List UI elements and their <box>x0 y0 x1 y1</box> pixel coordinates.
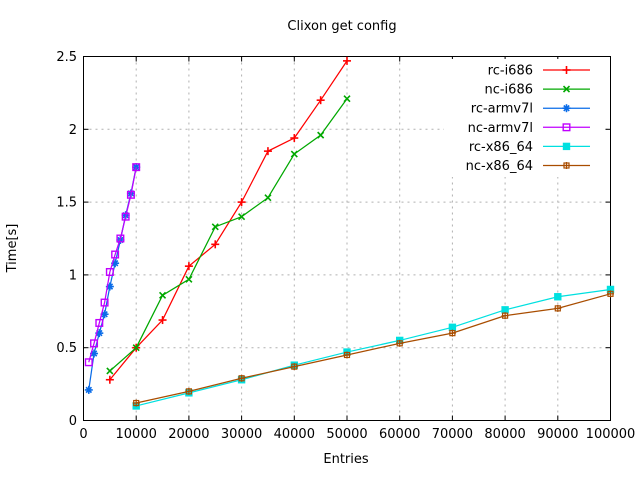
legend-background <box>444 59 602 177</box>
series-marker-nc-armv7l <box>116 234 125 243</box>
y-tick-label-1.5: 1.5 <box>56 196 77 211</box>
series-marker-nc-i686 <box>106 367 114 375</box>
x-tick-label-30000: 30000 <box>221 427 262 442</box>
x-tick-label-10000: 10000 <box>116 427 157 442</box>
series-marker-rc-x86_64 <box>501 306 509 314</box>
legend-label-nc-armv7l: nc-armv7l <box>468 121 533 136</box>
series-marker-nc-armv7l <box>121 212 130 221</box>
legend-label-rc-i686: rc-i686 <box>488 64 533 79</box>
x-tick-label-70000: 70000 <box>432 427 473 442</box>
series-marker-nc-i686 <box>211 223 219 231</box>
series-line-nc-x86_64 <box>136 293 611 404</box>
series-marker-nc-armv7l <box>132 163 141 172</box>
x-tick-label-50000: 50000 <box>326 427 367 442</box>
x-tick-label-60000: 60000 <box>379 427 420 442</box>
series-marker-nc-armv7l <box>105 267 114 276</box>
series-marker-rc-armv7l <box>96 329 103 337</box>
legend-sample-marker-rc-x86_64 <box>562 142 571 151</box>
series-marker-rc-x86_64 <box>606 285 615 294</box>
series-line-nc-armv7l <box>88 167 137 363</box>
series-marker-rc-armv7l <box>106 283 114 290</box>
x-axis-label: Entries <box>323 452 369 467</box>
legend-label-rc-armv7l: rc-armv7l <box>471 102 533 117</box>
series-marker-nc-armv7l <box>95 318 104 327</box>
series-marker-rc-armv7l <box>85 386 93 394</box>
chart-title: Clixon get config <box>287 19 396 34</box>
y-tick-label-2.5: 2.5 <box>56 50 77 65</box>
series-marker-nc-i686 <box>317 131 325 139</box>
y-axis-label: Time[s] <box>5 224 20 274</box>
series-marker-nc-i686 <box>158 291 167 299</box>
series-marker-rc-x86_64 <box>554 293 562 301</box>
x-tick-label-20000: 20000 <box>168 427 209 442</box>
series-marker-nc-armv7l <box>84 358 93 367</box>
plot-area: 0 10000 20000 30000 40000 50000 60000 70000 8000… <box>56 50 635 442</box>
series-marker-nc-i686 <box>238 213 246 221</box>
y-tick-label-0: 0 <box>69 414 77 429</box>
x-tick-label-90000: 90000 <box>537 427 578 442</box>
legend-label-nc-i686: nc-i686 <box>484 83 533 98</box>
series-marker-nc-i686 <box>290 150 298 158</box>
series-marker-nc-i686 <box>132 344 140 352</box>
legend-sample-marker-rc-armv7l <box>563 104 570 112</box>
series-line-rc-x86_64 <box>136 288 611 407</box>
x-tick-label-80000: 80000 <box>484 427 525 442</box>
legend-label-rc-x86_64: rc-x86_64 <box>469 140 533 155</box>
series-marker-nc-i686 <box>343 95 351 103</box>
x-tick-label-40000: 40000 <box>274 427 315 442</box>
series-marker-rc-armv7l <box>101 310 108 318</box>
series-marker-rc-armv7l <box>90 350 98 357</box>
legend-sample-marker-nc-i686 <box>562 85 571 93</box>
series-marker-rc-armv7l <box>111 259 119 267</box>
series-marker-nc-i686 <box>185 275 193 283</box>
legend-label-nc-x86_64: nc-x86_64 <box>466 159 533 174</box>
x-tick-label-100000: 100000 <box>586 427 636 442</box>
series-marker-nc-armv7l <box>100 298 109 307</box>
y-tick-label-1: 1 <box>69 268 77 283</box>
series-marker-nc-armv7l <box>90 339 99 348</box>
x-tick-label-0: 0 <box>79 427 87 442</box>
legend-sample-marker-nc-armv7l <box>562 123 571 132</box>
y-tick-label-0.5: 0.5 <box>56 341 77 356</box>
y-tick-label-2: 2 <box>69 123 77 138</box>
series-line-rc-i686 <box>109 60 348 381</box>
series-marker-nc-i686 <box>264 194 272 202</box>
series-line-nc-i686 <box>109 98 348 372</box>
series-marker-rc-x86_64 <box>448 323 457 332</box>
series-marker-nc-armv7l <box>126 190 135 199</box>
series-marker-nc-armv7l <box>111 250 120 259</box>
